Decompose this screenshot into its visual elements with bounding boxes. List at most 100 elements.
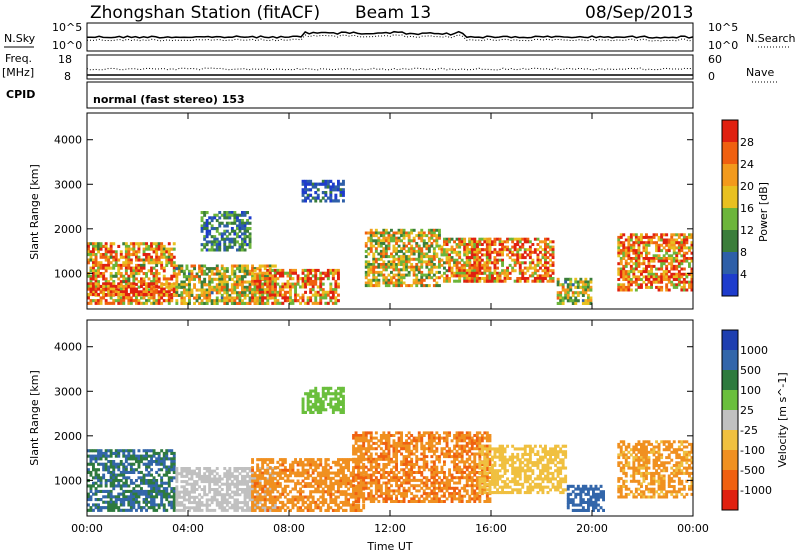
heatmap-cell xyxy=(357,486,361,490)
heatmap-cell xyxy=(180,296,184,300)
heatmap-cell xyxy=(251,277,254,281)
heatmap-cell xyxy=(397,278,401,282)
heatmap-cell xyxy=(518,253,522,257)
heatmap-cell xyxy=(296,479,300,483)
heatmap-cell xyxy=(480,271,484,275)
heatmap-cell xyxy=(129,481,133,485)
heatmap-cell xyxy=(450,250,454,254)
heatmap-cell xyxy=(294,474,297,478)
heatmap-cell xyxy=(445,261,449,265)
heatmap-cell xyxy=(294,487,297,491)
heatmap-cell xyxy=(364,465,368,469)
heatmap-cell xyxy=(311,288,315,292)
heatmap-cell xyxy=(304,484,307,488)
heatmap-cell xyxy=(160,503,164,507)
heatmap-cell xyxy=(627,238,631,242)
heatmap-cell xyxy=(172,495,176,499)
heatmap-cell xyxy=(339,466,343,470)
heatmap-cell xyxy=(218,474,222,478)
heatmap-cell xyxy=(627,288,631,292)
heatmap-cell xyxy=(637,241,641,245)
heatmap-cell xyxy=(493,266,497,270)
heatmap-cell xyxy=(392,260,396,264)
heatmap-cell xyxy=(94,503,98,507)
heatmap-cell xyxy=(185,474,189,478)
heatmap-cell xyxy=(430,257,434,261)
heatmap-cell xyxy=(236,280,239,284)
heatmap-cell xyxy=(208,280,212,284)
heatmap-cell xyxy=(208,275,212,279)
heatmap-cell xyxy=(407,247,411,251)
heatmap-cell xyxy=(571,293,575,297)
heatmap-cell xyxy=(175,293,179,297)
heatmap-cell xyxy=(493,243,497,246)
heatmap-cell xyxy=(357,455,361,459)
heatmap-cell xyxy=(150,498,153,502)
heatmap-cell xyxy=(92,287,95,291)
heatmap-cell xyxy=(200,243,204,247)
heatmap-cell xyxy=(286,506,290,510)
heatmap-cell xyxy=(364,497,368,501)
heatmap-cell xyxy=(344,508,348,512)
heatmap-cell xyxy=(276,479,280,483)
heatmap-cell xyxy=(354,478,358,482)
heatmap-cell xyxy=(225,224,229,228)
heatmap-cell xyxy=(124,280,128,284)
heatmap-cell xyxy=(278,474,282,478)
heatmap-cell xyxy=(670,238,674,242)
heatmap-cell xyxy=(319,484,323,488)
heatmap-cell xyxy=(215,493,219,497)
heatmap-cell xyxy=(498,277,502,280)
heatmap-cell xyxy=(243,490,247,494)
heatmap-cell xyxy=(127,280,131,284)
heatmap-cell xyxy=(337,293,340,297)
heatmap-cell xyxy=(246,211,249,215)
heatmap-cell xyxy=(278,471,282,475)
heatmap-cell xyxy=(256,476,260,480)
heatmap-cell xyxy=(488,250,492,254)
heatmap-cell xyxy=(175,508,179,512)
heatmap-cell xyxy=(521,274,525,278)
heatmap-cell xyxy=(127,449,131,453)
heatmap-cell xyxy=(536,243,540,246)
heatmap-cell xyxy=(251,482,254,486)
heatmap-cell xyxy=(324,484,328,488)
heatmap-cell xyxy=(357,497,361,501)
heatmap-cell xyxy=(124,460,128,464)
heatmap-cell xyxy=(438,270,441,274)
heatmap-cell xyxy=(559,293,563,297)
heatmap-cell xyxy=(167,261,171,265)
heatmap-cell xyxy=(463,277,467,280)
heatmap-cell xyxy=(485,256,489,260)
heatmap-cell xyxy=(632,262,636,266)
heatmap-cell xyxy=(493,258,497,262)
heatmap-cell xyxy=(311,196,315,200)
heatmap-cell xyxy=(241,477,244,481)
heatmap-cell xyxy=(150,500,153,504)
heatmap-cell xyxy=(566,285,570,289)
heatmap-cell xyxy=(89,290,93,294)
heatmap-cell xyxy=(294,498,297,502)
heatmap-cell xyxy=(198,288,201,292)
heatmap-cell xyxy=(296,482,300,486)
heatmap-cell xyxy=(160,263,164,267)
heatmap-cell xyxy=(533,250,537,254)
heatmap-cell xyxy=(127,451,131,455)
heatmap-cell xyxy=(258,480,262,484)
heatmap-cell xyxy=(180,469,184,473)
heatmap-cell xyxy=(470,269,474,273)
heatmap-cell xyxy=(213,235,217,239)
heatmap-cell xyxy=(190,490,194,494)
heatmap-cell xyxy=(114,272,118,276)
heatmap-cell xyxy=(432,255,436,259)
heatmap-cell xyxy=(122,255,126,259)
heatmap-cell xyxy=(682,257,686,260)
heatmap-cell xyxy=(475,266,479,270)
heatmap-cell xyxy=(364,476,368,480)
heatmap-cell xyxy=(528,261,532,265)
heatmap-cell xyxy=(379,249,383,253)
heatmap-cell xyxy=(243,503,247,507)
nave-label: Nave xyxy=(746,66,774,79)
heatmap-cell xyxy=(124,253,128,257)
heatmap-cell xyxy=(491,243,494,246)
